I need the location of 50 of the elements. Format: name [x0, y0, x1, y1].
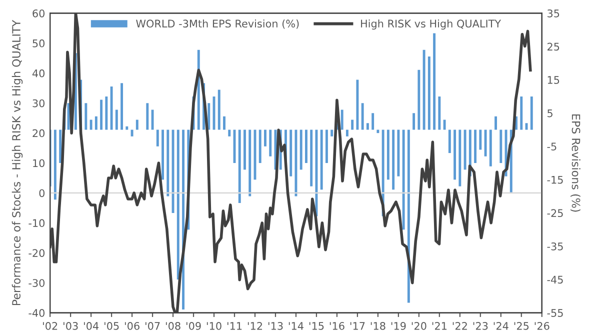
- y-tick-label: -10: [28, 219, 45, 228]
- x-tick-label: '02: [43, 322, 58, 330]
- y-tick-label: 50: [32, 39, 45, 48]
- x-tick-label: '17: [350, 322, 365, 330]
- y2-tick-label: -35: [547, 242, 563, 250]
- x-tick-label: '04: [84, 322, 99, 330]
- x-tick-label: '12: [248, 322, 262, 330]
- x-tick-label: '10: [206, 322, 222, 330]
- x-tick-label: '05: [104, 322, 119, 330]
- x-tick-label: '26: [534, 322, 550, 330]
- x-tick-label: '25: [514, 322, 529, 330]
- y-tick-label: 40: [32, 69, 45, 78]
- y-tick-label: -20: [28, 249, 45, 257]
- y-tick-label: 30: [32, 99, 45, 108]
- x-tick-label: '18: [370, 322, 386, 330]
- x-tick-label: '11: [227, 322, 242, 330]
- y2-tick-label: -25: [547, 209, 563, 218]
- x-tick-label: '21: [432, 322, 447, 330]
- x-tick-label: '20: [412, 322, 426, 330]
- x-tick-label: '24: [494, 322, 508, 330]
- y-axis-title: Performance of Stocks - High RISK vs High QUALITY: [12, 20, 23, 306]
- y2-tick-label: 15: [548, 76, 560, 84]
- y2-tick-label: 35: [548, 9, 560, 18]
- x-tick-label: '07: [145, 322, 160, 330]
- y-tick-label: -30: [28, 279, 45, 287]
- y2-tick-label: -45: [547, 276, 563, 284]
- legend-label: High RISK vs High QUALITY: [361, 19, 502, 30]
- x-tick-label: '19: [391, 322, 406, 330]
- y-tick-label: 10: [33, 159, 45, 168]
- y-tick-label: 20: [32, 129, 45, 138]
- y-tick-label: -40: [28, 309, 45, 317]
- x-tick-label: '23: [473, 322, 488, 330]
- y2-axis-title: EPS Revisions (%): [570, 114, 580, 212]
- x-tick-label: '06: [124, 322, 140, 330]
- x-tick-label: '22: [452, 322, 467, 330]
- y-tick-label: 0: [39, 189, 45, 198]
- y2-tick-label: -15: [547, 176, 563, 184]
- x-tick-label: '13: [268, 322, 283, 330]
- y2-tick-label: 25: [548, 42, 560, 51]
- x-tick-label: '14: [288, 322, 304, 330]
- x-tick-label: '15: [309, 322, 324, 330]
- x-tick-label: '08: [166, 322, 180, 330]
- y2-tick-label: -5: [547, 142, 556, 150]
- y2-tick-label: 5: [548, 109, 552, 118]
- x-tick-label: '03: [64, 322, 78, 330]
- legend-label: WORLD -3Mth EPS Revision (%): [136, 19, 299, 29]
- y2-tick-label: -55: [547, 309, 563, 317]
- x-tick-label: '09: [186, 322, 201, 330]
- y-tick-label: 60: [32, 9, 45, 18]
- x-tick-label: '16: [330, 322, 344, 330]
